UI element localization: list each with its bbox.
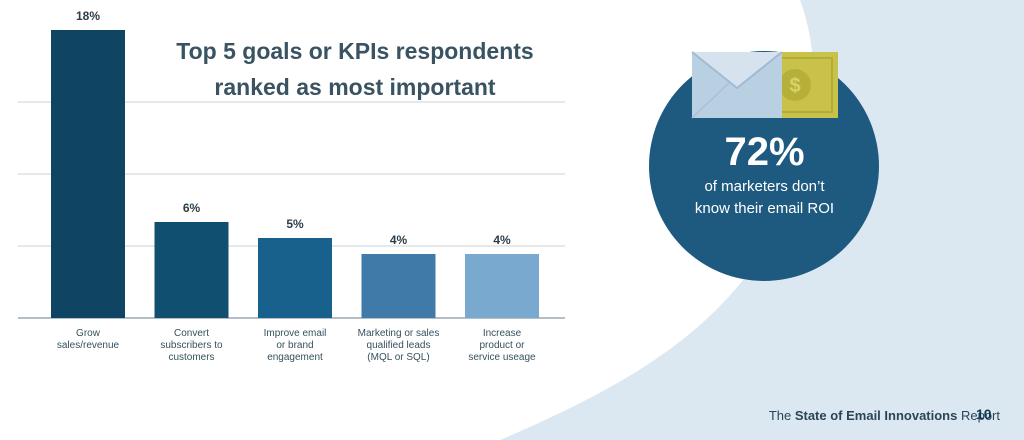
category-label-line: Convert bbox=[173, 328, 209, 339]
category-label-line: product or bbox=[479, 340, 525, 351]
svg-text:$: $ bbox=[789, 75, 800, 97]
stat-caption-line-2: know their email ROI bbox=[694, 200, 835, 217]
category-label-line: qualified leads bbox=[366, 340, 431, 351]
category-label: Increase product or service useage bbox=[447, 328, 557, 364]
bar bbox=[154, 222, 229, 318]
category-label-line: Grow bbox=[76, 328, 100, 339]
background-accent-shape bbox=[500, 0, 1024, 440]
stat-value: 72% bbox=[724, 130, 805, 174]
report-footer: The State of Email Innovations Report bbox=[640, 408, 1000, 423]
bar bbox=[258, 238, 332, 318]
category-label: Grow sales/revenue bbox=[33, 328, 143, 352]
footer-suffix: Report bbox=[957, 408, 1000, 423]
category-label-line: engagement bbox=[267, 352, 323, 363]
category-label-line: service useage bbox=[468, 352, 536, 363]
category-label-line: Improve email bbox=[263, 328, 327, 339]
bar-value-label: 4% bbox=[390, 233, 408, 247]
category-label-line: customers bbox=[168, 352, 215, 363]
footer-prefix: The bbox=[768, 408, 795, 423]
category-label-line: or brand bbox=[276, 340, 314, 351]
category-label-line: Increase bbox=[482, 328, 522, 339]
bar-value-label: 18% bbox=[76, 9, 100, 23]
bar-value-label: 6% bbox=[183, 201, 201, 215]
bar bbox=[361, 254, 436, 318]
category-label: Improve email or brand engagement bbox=[240, 328, 350, 364]
chart-title-line-1: Top 5 goals or KPIs respondents bbox=[176, 38, 534, 64]
category-label-line: subscribers to bbox=[160, 340, 223, 351]
chart-title-line-2: ranked as most important bbox=[214, 74, 496, 100]
page-number: 10 bbox=[976, 406, 992, 422]
bar bbox=[51, 30, 125, 318]
category-label-line: (MQL or SQL) bbox=[367, 352, 430, 363]
bar-value-label: 4% bbox=[493, 233, 511, 247]
envelope-icon bbox=[691, 51, 783, 119]
category-label-line: sales/revenue bbox=[56, 340, 120, 351]
bar bbox=[465, 254, 539, 318]
bar-value-label: 5% bbox=[286, 217, 304, 231]
category-label: Convert subscribers to customers bbox=[137, 328, 247, 364]
footer-report-name: State of Email Innovations bbox=[794, 408, 958, 423]
category-label-line: Marketing or sales bbox=[357, 328, 440, 339]
stat-caption-line-1: of marketers don’t bbox=[704, 178, 825, 195]
category-label: Marketing or sales qualified leads (MQL or… bbox=[344, 328, 454, 364]
